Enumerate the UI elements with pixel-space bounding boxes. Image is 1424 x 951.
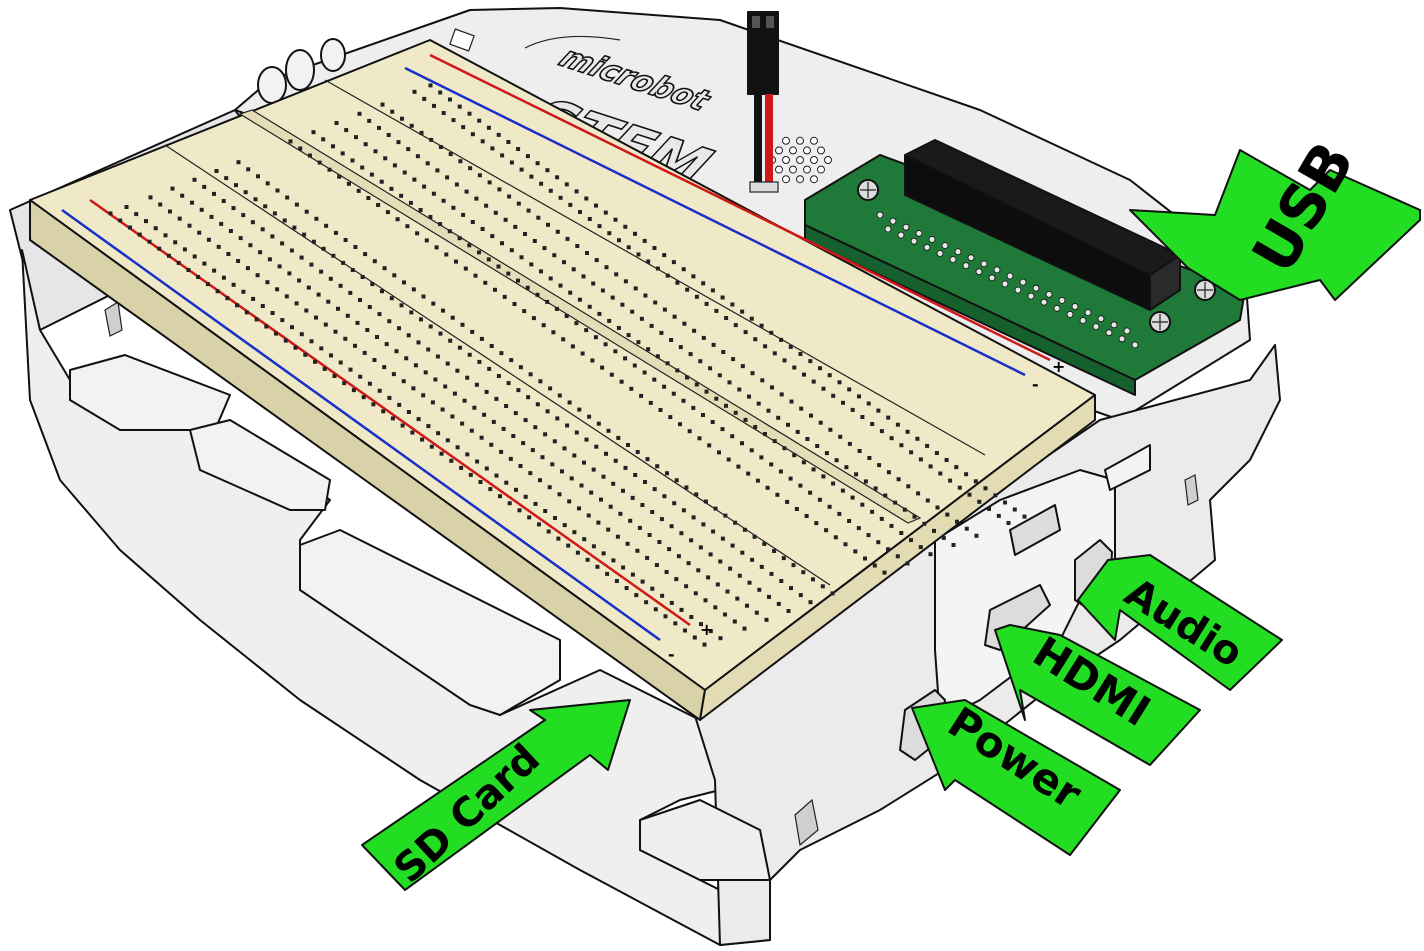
- rail-minus-label-front: -: [668, 645, 675, 664]
- breadboard-holes: [108, 83, 1027, 647]
- gpio-breakout-board: [804, 139, 1246, 396]
- breadboard: + - + -: [29, 39, 1096, 721]
- usb-callout: USB: [1129, 131, 1421, 301]
- sd-card-arrow: [361, 699, 631, 891]
- audio-arrow: [1077, 554, 1283, 691]
- jumper-wire: [747, 11, 779, 193]
- rail-line-negative-front: [61, 208, 661, 642]
- power-arrow: [911, 699, 1121, 856]
- rail-line-positive-back: [429, 53, 1051, 362]
- rail-plus-label-back: +: [1052, 357, 1065, 376]
- hdmi-arrow: [994, 624, 1201, 766]
- rail-line-negative-back: [404, 66, 1026, 377]
- usb-arrow: [1129, 149, 1421, 301]
- rail-plus-label-front: +: [700, 620, 713, 639]
- rail-minus-label-back: -: [1032, 375, 1039, 394]
